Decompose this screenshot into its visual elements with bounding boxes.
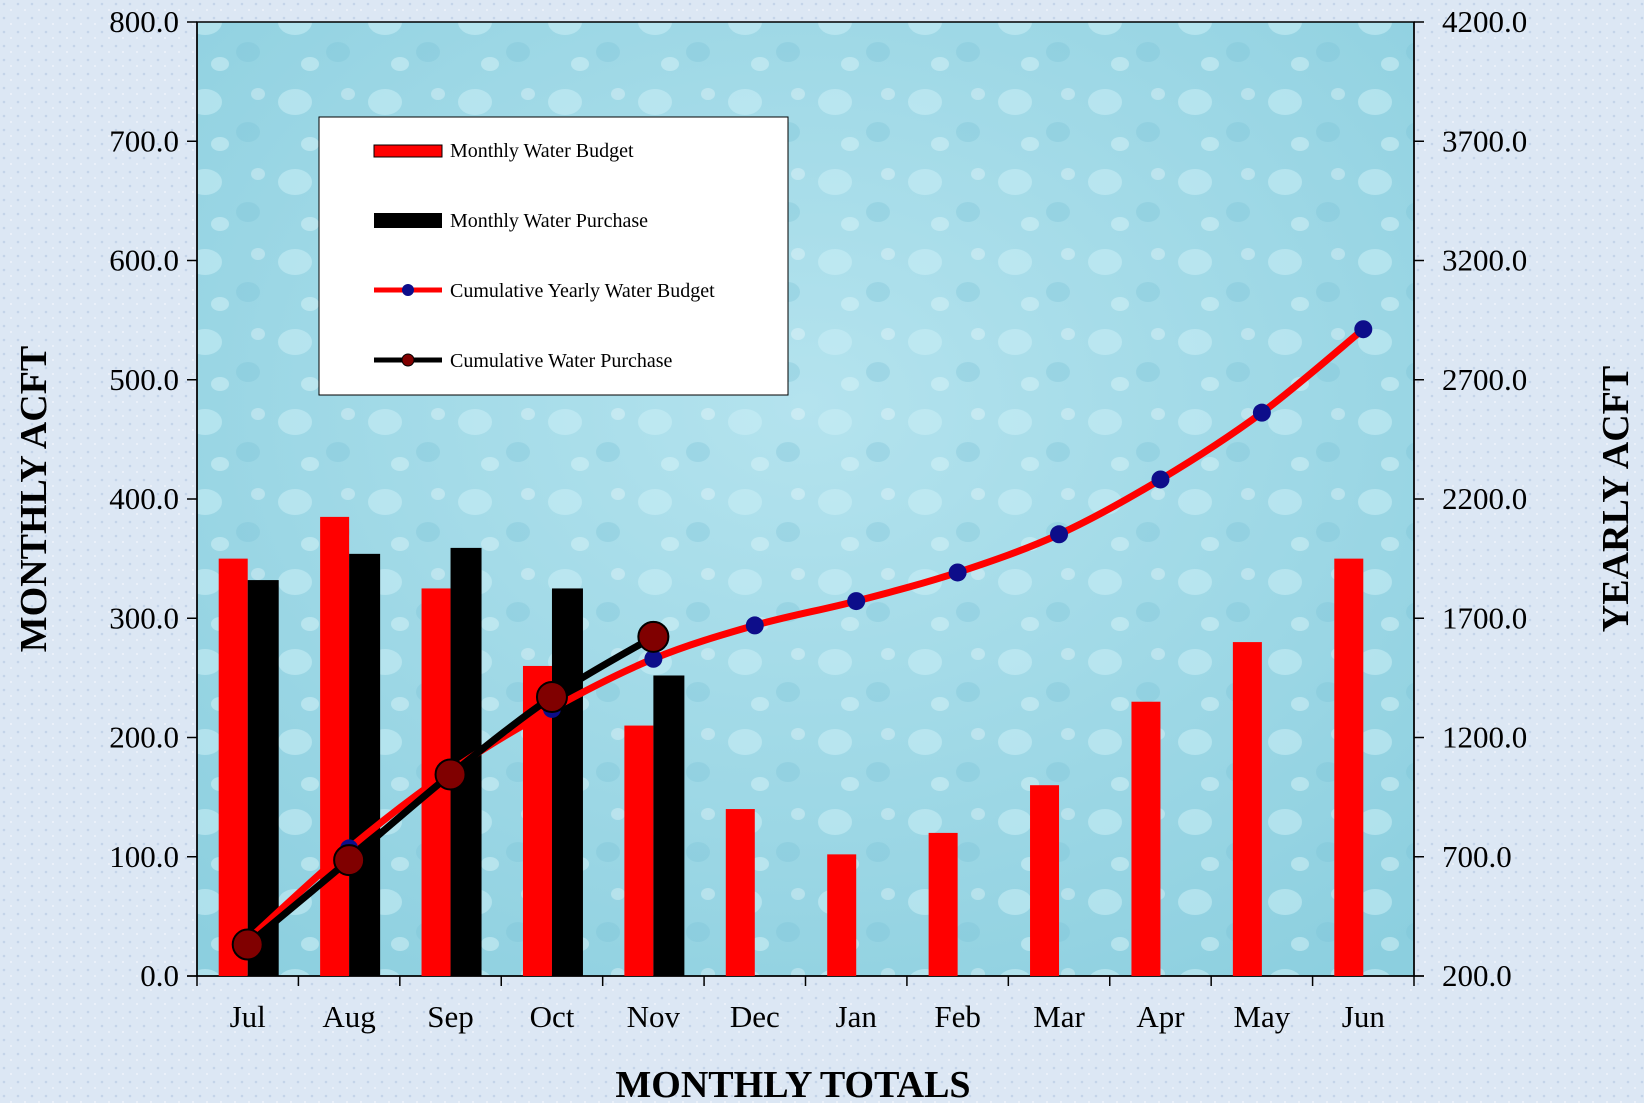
point-cumulative-yearly-water-budget <box>745 616 764 635</box>
right-tick-label: 2700.0 <box>1442 362 1527 397</box>
legend-label: Monthly Water Budget <box>450 140 634 162</box>
right-tick-label: 4200.0 <box>1442 4 1527 39</box>
right-tick-label: 1700.0 <box>1442 600 1527 635</box>
left-tick-label: 400.0 <box>109 481 179 516</box>
cumulative-water-purchase-line <box>231 620 670 961</box>
x-tick-label: Jul <box>230 999 266 1034</box>
legend: Monthly Water Budget Monthly Water Purch… <box>318 116 789 396</box>
monthly-water-budget-bars <box>218 516 1364 976</box>
left-tick-label: 600.0 <box>109 243 179 278</box>
bar-monthly-water-budget <box>218 558 248 976</box>
bar-monthly-water-purchase <box>653 675 685 976</box>
bar-monthly-water-budget <box>624 725 654 976</box>
right-tick-label: 200.0 <box>1442 958 1512 993</box>
legend-item-cumulative-water-purchase: Cumulative Water Purchase <box>374 350 673 372</box>
legend-label: Monthly Water Purchase <box>450 210 648 232</box>
x-tick-label: Sep <box>427 999 474 1034</box>
point-cumulative-yearly-water-budget <box>948 563 967 582</box>
point-cumulative-yearly-water-budget <box>1151 470 1170 489</box>
point-cumulative-water-purchase <box>535 680 568 713</box>
legend-item-monthly-water-purchase: Monthly Water Purchase <box>374 210 648 232</box>
legend-swatch-maroon-marker <box>401 353 415 367</box>
left-tick-label: 0.0 <box>140 958 179 993</box>
left-tick-label: 500.0 <box>109 362 179 397</box>
bar-monthly-water-budget <box>1131 701 1161 976</box>
x-axis-title: MONTHLY TOTALS <box>615 1064 970 1103</box>
point-cumulative-yearly-water-budget <box>644 649 663 668</box>
legend-swatch-red-bar <box>373 144 443 158</box>
point-cumulative-water-purchase <box>333 844 366 877</box>
x-tick-label: Jan <box>836 999 878 1034</box>
x-tick-label: May <box>1233 999 1290 1034</box>
legend-item-monthly-water-budget: Monthly Water Budget <box>373 140 634 162</box>
right-axis: 200.0 700.0 1200.0 1700.0 2200.0 2700.0 3200.0… <box>1413 4 1527 993</box>
point-cumulative-yearly-water-budget <box>847 592 866 611</box>
legend-box <box>318 116 789 396</box>
bar-monthly-water-budget <box>1232 642 1262 976</box>
left-tick-label: 800.0 <box>109 4 179 39</box>
right-tick-label: 700.0 <box>1442 839 1512 874</box>
legend-label: Cumulative Water Purchase <box>450 350 673 372</box>
bar-monthly-water-purchase <box>551 588 583 976</box>
monthly-water-purchase-bars <box>247 547 685 976</box>
line-cumulative-yearly-water-budget <box>244 325 1367 944</box>
point-cumulative-yearly-water-budget <box>1354 320 1373 339</box>
bar-monthly-water-purchase <box>349 553 381 976</box>
x-tick-label: Mar <box>1033 999 1085 1034</box>
left-axis: 0.0 100.0 200.0 300.0 400.0 500.0 600.0 700.0 80… <box>109 4 198 993</box>
y-axis-title-right: YEARLY ACFT <box>1595 366 1637 632</box>
bar-monthly-water-budget <box>827 854 857 976</box>
point-cumulative-water-purchase <box>637 620 670 653</box>
point-cumulative-yearly-water-budget <box>1050 525 1069 544</box>
left-tick-label: 300.0 <box>109 600 179 635</box>
point-cumulative-yearly-water-budget <box>1252 403 1271 422</box>
legend-swatch-black-bar <box>374 213 442 228</box>
bar-monthly-water-budget <box>320 516 350 976</box>
right-tick-label: 3700.0 <box>1442 123 1527 158</box>
x-tick-label: Dec <box>730 999 780 1034</box>
left-tick-label: 200.0 <box>109 720 179 755</box>
x-tick-label: Nov <box>627 999 681 1034</box>
point-cumulative-water-purchase <box>231 928 264 961</box>
x-tick-label: Jun <box>1342 999 1386 1034</box>
legend-item-cumulative-yearly-water-budget: Cumulative Yearly Water Budget <box>374 280 715 302</box>
x-tick-label: Aug <box>322 999 375 1034</box>
legend-label: Cumulative Yearly Water Budget <box>450 280 715 302</box>
right-tick-label: 2200.0 <box>1442 481 1527 516</box>
x-tick-label: Oct <box>530 999 575 1034</box>
right-tick-label: 3200.0 <box>1442 243 1527 278</box>
x-tick-label: Apr <box>1136 999 1185 1034</box>
point-cumulative-water-purchase <box>434 758 467 791</box>
bar-monthly-water-budget <box>1334 558 1364 976</box>
legend-swatch-blue-marker <box>402 284 414 296</box>
right-tick-label: 1200.0 <box>1442 720 1527 755</box>
bar-monthly-water-budget <box>725 809 755 976</box>
left-tick-label: 700.0 <box>109 123 179 158</box>
y-axis-title-left: MONTHLY ACFT <box>13 346 55 653</box>
x-axis: Jul Aug Sep Oct Nov Dec Jan Feb Mar Apr May Jun <box>187 975 1424 1034</box>
x-tick-label: Feb <box>934 999 981 1034</box>
bar-monthly-water-purchase <box>247 580 279 976</box>
bar-monthly-water-budget <box>928 832 958 976</box>
bar-monthly-water-budget <box>1030 785 1060 976</box>
left-tick-label: 100.0 <box>109 839 179 874</box>
